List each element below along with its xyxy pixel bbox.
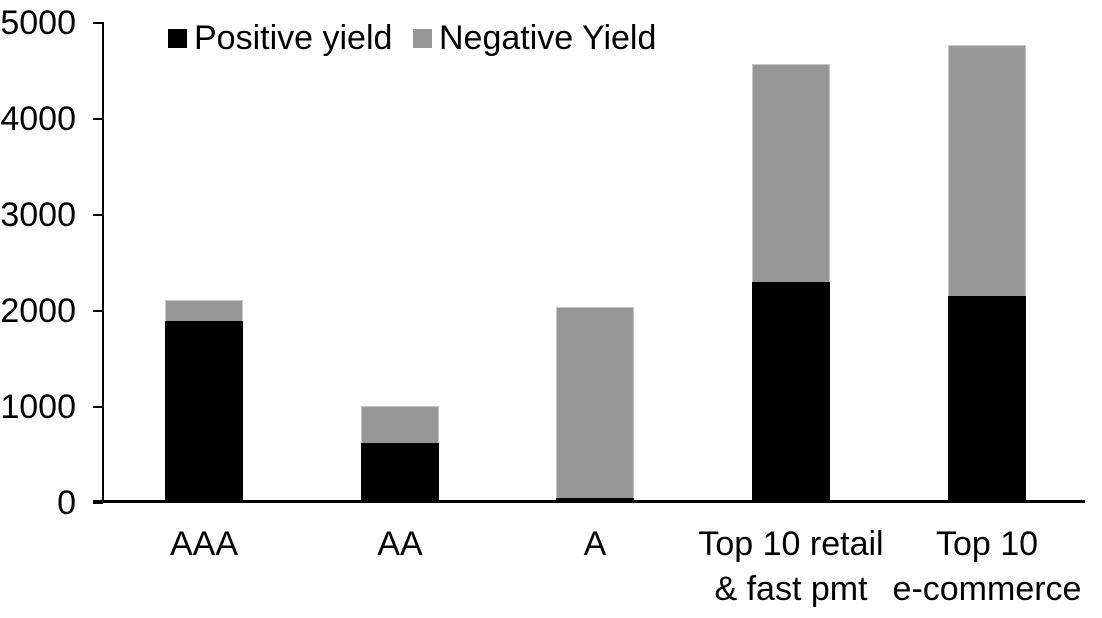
x-axis-category-label: Top 10 retail & fast pmt xyxy=(698,525,884,608)
bar-stack xyxy=(556,307,634,503)
bar-segment xyxy=(361,442,439,503)
bar-stack xyxy=(752,64,830,503)
legend-item-negative-yield: Negative Yield xyxy=(413,18,656,58)
bar-segment xyxy=(361,406,439,443)
y-axis-tick xyxy=(93,406,103,408)
y-axis-tick-label: 2000 xyxy=(0,292,76,330)
bar-stack xyxy=(165,299,243,503)
x-axis-category-label: A xyxy=(583,525,607,563)
y-axis-tick xyxy=(93,118,103,120)
positive-yield-swatch-icon xyxy=(168,28,187,48)
negative-yield-swatch-icon xyxy=(413,28,432,48)
y-axis-tick-label: 5000 xyxy=(0,4,76,42)
bar-segment xyxy=(752,282,830,503)
y-axis-tick xyxy=(93,502,103,504)
x-axis-category-label: AA xyxy=(377,525,423,563)
bar-segment xyxy=(948,45,1026,296)
y-axis-tick-label: 1000 xyxy=(0,388,76,426)
bar-stack xyxy=(948,45,1026,503)
bar-segment xyxy=(165,320,243,503)
y-axis-tick-label: 4000 xyxy=(0,100,76,138)
y-axis-tick-label: 3000 xyxy=(0,196,76,234)
y-axis-line xyxy=(102,22,104,503)
x-axis-line xyxy=(93,500,1085,503)
bar-segment xyxy=(165,299,243,321)
bar-stack xyxy=(361,406,439,503)
bar-segment xyxy=(752,64,830,283)
bar-segment xyxy=(948,295,1026,503)
legend-label-positive-yield: Positive yield xyxy=(194,19,393,57)
legend-item-positive-yield: Positive yield xyxy=(168,18,392,58)
x-axis-category-label: Top 10 e-commerce xyxy=(892,525,1082,608)
legend-label-negative-yield: Negative Yield xyxy=(439,19,657,57)
bar-segment xyxy=(556,307,634,499)
x-axis-category-label: AAA xyxy=(169,525,239,563)
y-axis-tick xyxy=(93,22,103,24)
y-axis-tick xyxy=(93,214,103,216)
y-axis-tick-label: 0 xyxy=(57,484,76,522)
y-axis-tick xyxy=(93,310,103,312)
